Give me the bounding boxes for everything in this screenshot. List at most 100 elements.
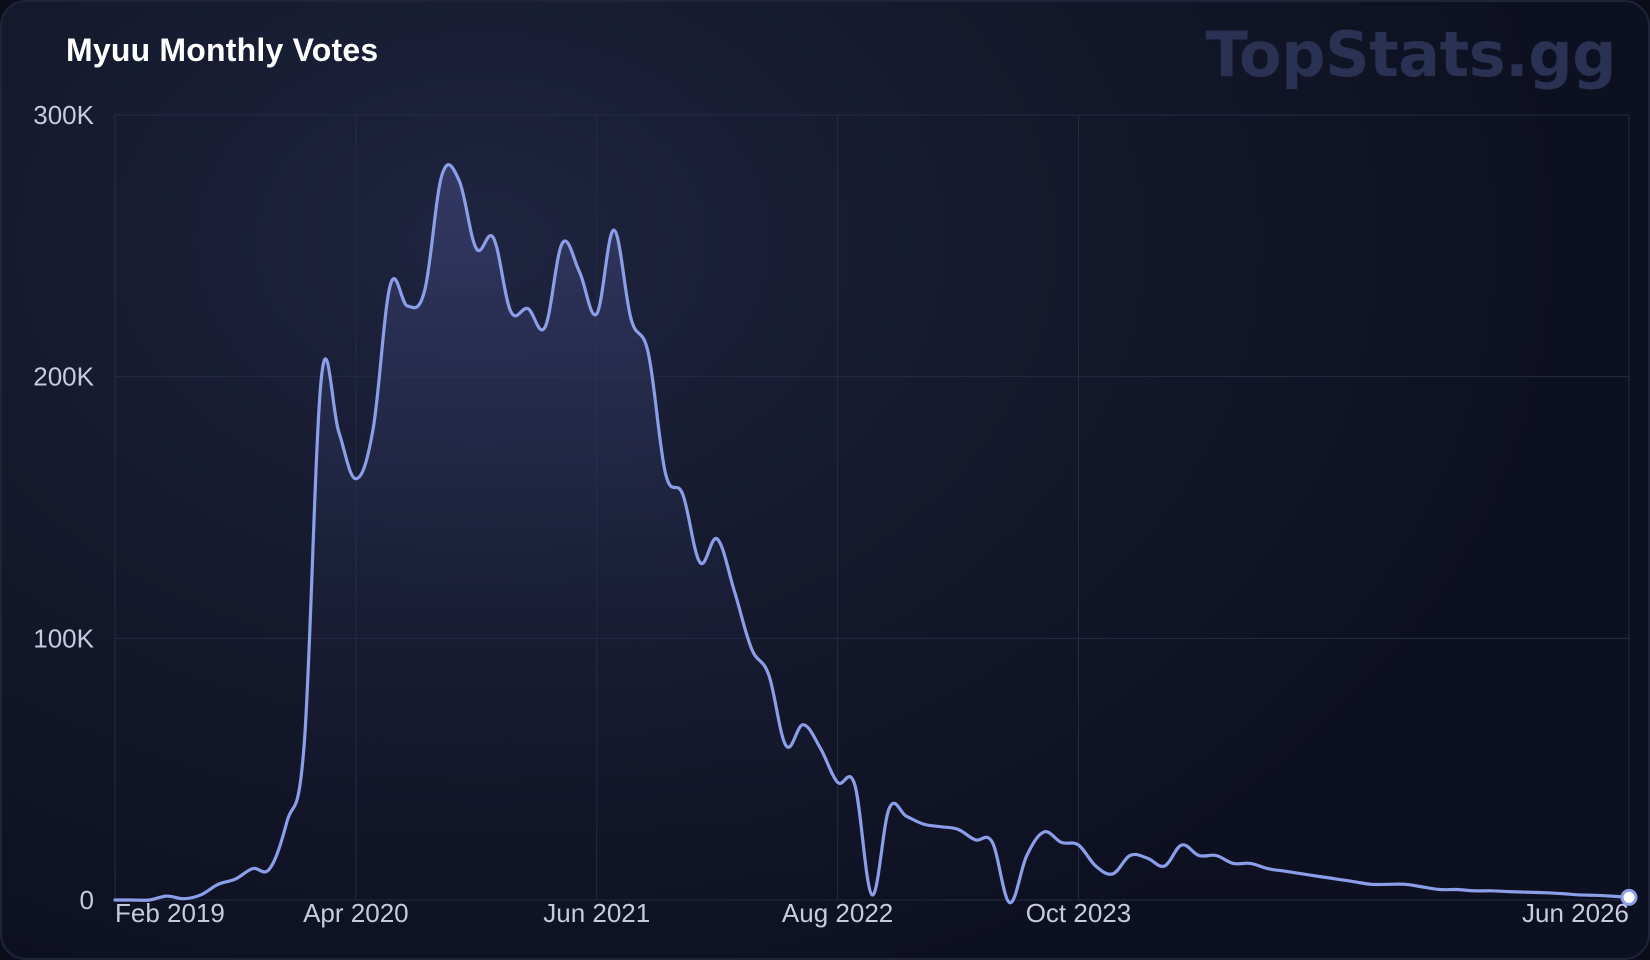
last-point-marker[interactable] [1620, 888, 1638, 906]
data-point[interactable] [421, 286, 429, 294]
data-point[interactable] [145, 896, 153, 904]
data-point[interactable] [1315, 872, 1323, 880]
data-point[interactable] [541, 323, 549, 331]
data-point[interactable] [266, 865, 274, 873]
data-point[interactable] [1160, 862, 1168, 870]
data-point[interactable] [1092, 862, 1100, 870]
data-point[interactable] [1384, 880, 1392, 888]
data-point[interactable] [1487, 887, 1495, 895]
data-point[interactable] [576, 268, 584, 276]
data-point[interactable] [1143, 854, 1151, 862]
data-point[interactable] [1057, 838, 1065, 846]
data-point[interactable] [1436, 886, 1444, 894]
data-point[interactable] [1556, 889, 1564, 897]
data-point[interactable] [1539, 889, 1547, 897]
y-tick-label: 300K [33, 100, 94, 130]
data-point[interactable] [472, 244, 480, 252]
data-point[interactable] [180, 895, 188, 903]
data-point[interactable] [111, 896, 119, 904]
data-point[interactable] [1264, 865, 1272, 873]
data-point[interactable] [988, 838, 996, 846]
data-point[interactable] [1040, 828, 1048, 836]
series-area [115, 164, 1629, 903]
data-point[interactable] [662, 469, 670, 477]
data-point[interactable] [1350, 878, 1358, 886]
data-point[interactable] [249, 865, 257, 873]
data-point[interactable] [748, 645, 756, 653]
data-point[interactable] [782, 742, 790, 750]
data-point[interactable] [816, 744, 824, 752]
data-point[interactable] [352, 475, 360, 483]
data-point[interactable] [730, 587, 738, 595]
data-point[interactable] [455, 176, 463, 184]
data-point[interactable] [885, 804, 893, 812]
data-point[interactable] [1591, 891, 1599, 899]
data-point[interactable] [851, 781, 859, 789]
data-point[interactable] [902, 812, 910, 820]
data-point[interactable] [197, 891, 205, 899]
data-point[interactable] [214, 880, 222, 888]
data-point[interactable] [1401, 880, 1409, 888]
line-layer [113, 163, 1631, 905]
data-point[interactable] [507, 307, 515, 315]
data-point[interactable] [679, 490, 687, 498]
data-point[interactable] [128, 896, 136, 904]
x-tick-label: Jun 2026 [1522, 898, 1629, 928]
data-point[interactable] [1006, 899, 1014, 907]
data-point[interactable] [369, 425, 377, 433]
data-point[interactable] [1419, 883, 1427, 891]
data-point[interactable] [920, 820, 928, 828]
data-point[interactable] [490, 234, 498, 242]
data-point[interactable] [1522, 888, 1530, 896]
data-point[interactable] [610, 226, 618, 234]
x-tick-label: Apr 2020 [303, 898, 409, 928]
brand-watermark: TopStats.gg [1205, 18, 1616, 91]
data-point[interactable] [231, 875, 239, 883]
data-point[interactable] [524, 305, 532, 313]
data-point[interactable] [696, 558, 704, 566]
data-point[interactable] [1195, 852, 1203, 860]
data-point[interactable] [1126, 852, 1134, 860]
data-point[interactable] [713, 535, 721, 543]
data-point[interactable] [558, 239, 566, 247]
series-line[interactable] [113, 163, 1631, 905]
data-point[interactable] [1367, 880, 1375, 888]
data-point[interactable] [438, 171, 446, 179]
data-point[interactable] [1573, 891, 1581, 899]
data-point[interactable] [1247, 859, 1255, 867]
data-point[interactable] [1212, 852, 1220, 860]
data-point[interactable] [335, 428, 343, 436]
data-point[interactable] [937, 823, 945, 831]
data-point[interactable] [1074, 841, 1082, 849]
data-point[interactable] [386, 281, 394, 289]
data-point[interactable] [283, 818, 291, 826]
data-point[interactable] [627, 315, 635, 323]
data-point[interactable] [868, 891, 876, 899]
data-point[interactable] [954, 825, 962, 833]
data-point[interactable] [799, 721, 807, 729]
data-point[interactable] [1333, 875, 1341, 883]
data-point[interactable] [1470, 887, 1478, 895]
data-point[interactable] [1298, 870, 1306, 878]
data-point[interactable] [300, 739, 308, 747]
data-point[interactable] [1109, 870, 1117, 878]
data-point[interactable] [1229, 859, 1237, 867]
data-point[interactable] [971, 836, 979, 844]
data-point[interactable] [1505, 888, 1513, 896]
data-point[interactable] [765, 671, 773, 679]
chart-title: Myuu Monthly Votes [66, 32, 379, 68]
data-point[interactable] [163, 892, 171, 900]
data-point[interactable] [1608, 892, 1616, 900]
area-layer [115, 164, 1629, 903]
data-point[interactable] [644, 349, 652, 357]
data-point[interactable] [1453, 886, 1461, 894]
data-point[interactable] [317, 373, 325, 381]
data-point[interactable] [834, 778, 842, 786]
data-point[interactable] [1023, 852, 1031, 860]
data-point[interactable] [1281, 867, 1289, 875]
data-point[interactable] [593, 310, 601, 318]
data-point[interactable] [1178, 841, 1186, 849]
data-point[interactable] [403, 302, 411, 310]
